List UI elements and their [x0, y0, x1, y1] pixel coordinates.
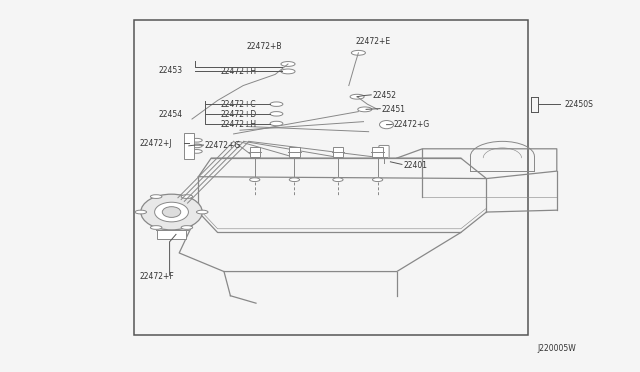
Ellipse shape — [181, 195, 193, 198]
Ellipse shape — [196, 210, 208, 214]
Text: 22452: 22452 — [372, 92, 396, 100]
Ellipse shape — [358, 107, 372, 112]
Text: 22472+G: 22472+G — [205, 141, 241, 150]
Ellipse shape — [350, 94, 364, 99]
Bar — [372, 147, 383, 157]
Ellipse shape — [281, 61, 295, 67]
Bar — [134, 20, 528, 335]
Ellipse shape — [372, 178, 383, 182]
Circle shape — [141, 194, 202, 230]
Ellipse shape — [270, 121, 283, 126]
Bar — [289, 147, 300, 157]
Ellipse shape — [281, 69, 295, 74]
Ellipse shape — [250, 178, 260, 182]
Ellipse shape — [289, 178, 300, 182]
Bar — [250, 147, 260, 157]
Text: 22454: 22454 — [159, 110, 183, 119]
Ellipse shape — [270, 102, 283, 106]
Text: J220005W: J220005W — [538, 344, 577, 353]
Text: 22472+E: 22472+E — [355, 37, 390, 46]
Circle shape — [163, 207, 180, 217]
Text: 22453: 22453 — [159, 66, 183, 75]
Text: 22451: 22451 — [381, 105, 406, 114]
Text: 22401: 22401 — [403, 161, 428, 170]
Ellipse shape — [150, 226, 162, 230]
Ellipse shape — [150, 195, 162, 198]
Text: 22472+D: 22472+D — [221, 110, 257, 119]
Ellipse shape — [191, 138, 202, 142]
Bar — [333, 147, 343, 157]
Ellipse shape — [270, 112, 283, 116]
Text: 22472+C: 22472+C — [221, 100, 257, 109]
Ellipse shape — [333, 178, 343, 182]
FancyBboxPatch shape — [379, 145, 389, 158]
Text: 22472+H: 22472+H — [221, 120, 257, 129]
Circle shape — [380, 121, 394, 129]
Text: 22472+B: 22472+B — [246, 42, 282, 51]
Bar — [157, 230, 186, 239]
Bar — [184, 133, 194, 159]
Ellipse shape — [191, 144, 202, 148]
Text: 22472+J: 22472+J — [140, 139, 172, 148]
Text: 22472+H: 22472+H — [221, 67, 257, 76]
Ellipse shape — [191, 150, 202, 153]
Text: 22450S: 22450S — [564, 100, 593, 109]
Circle shape — [155, 202, 188, 222]
Ellipse shape — [181, 226, 193, 230]
Text: 22472+F: 22472+F — [140, 272, 174, 280]
Text: 22472+G: 22472+G — [394, 120, 430, 129]
Ellipse shape — [351, 51, 365, 55]
Ellipse shape — [135, 210, 147, 214]
